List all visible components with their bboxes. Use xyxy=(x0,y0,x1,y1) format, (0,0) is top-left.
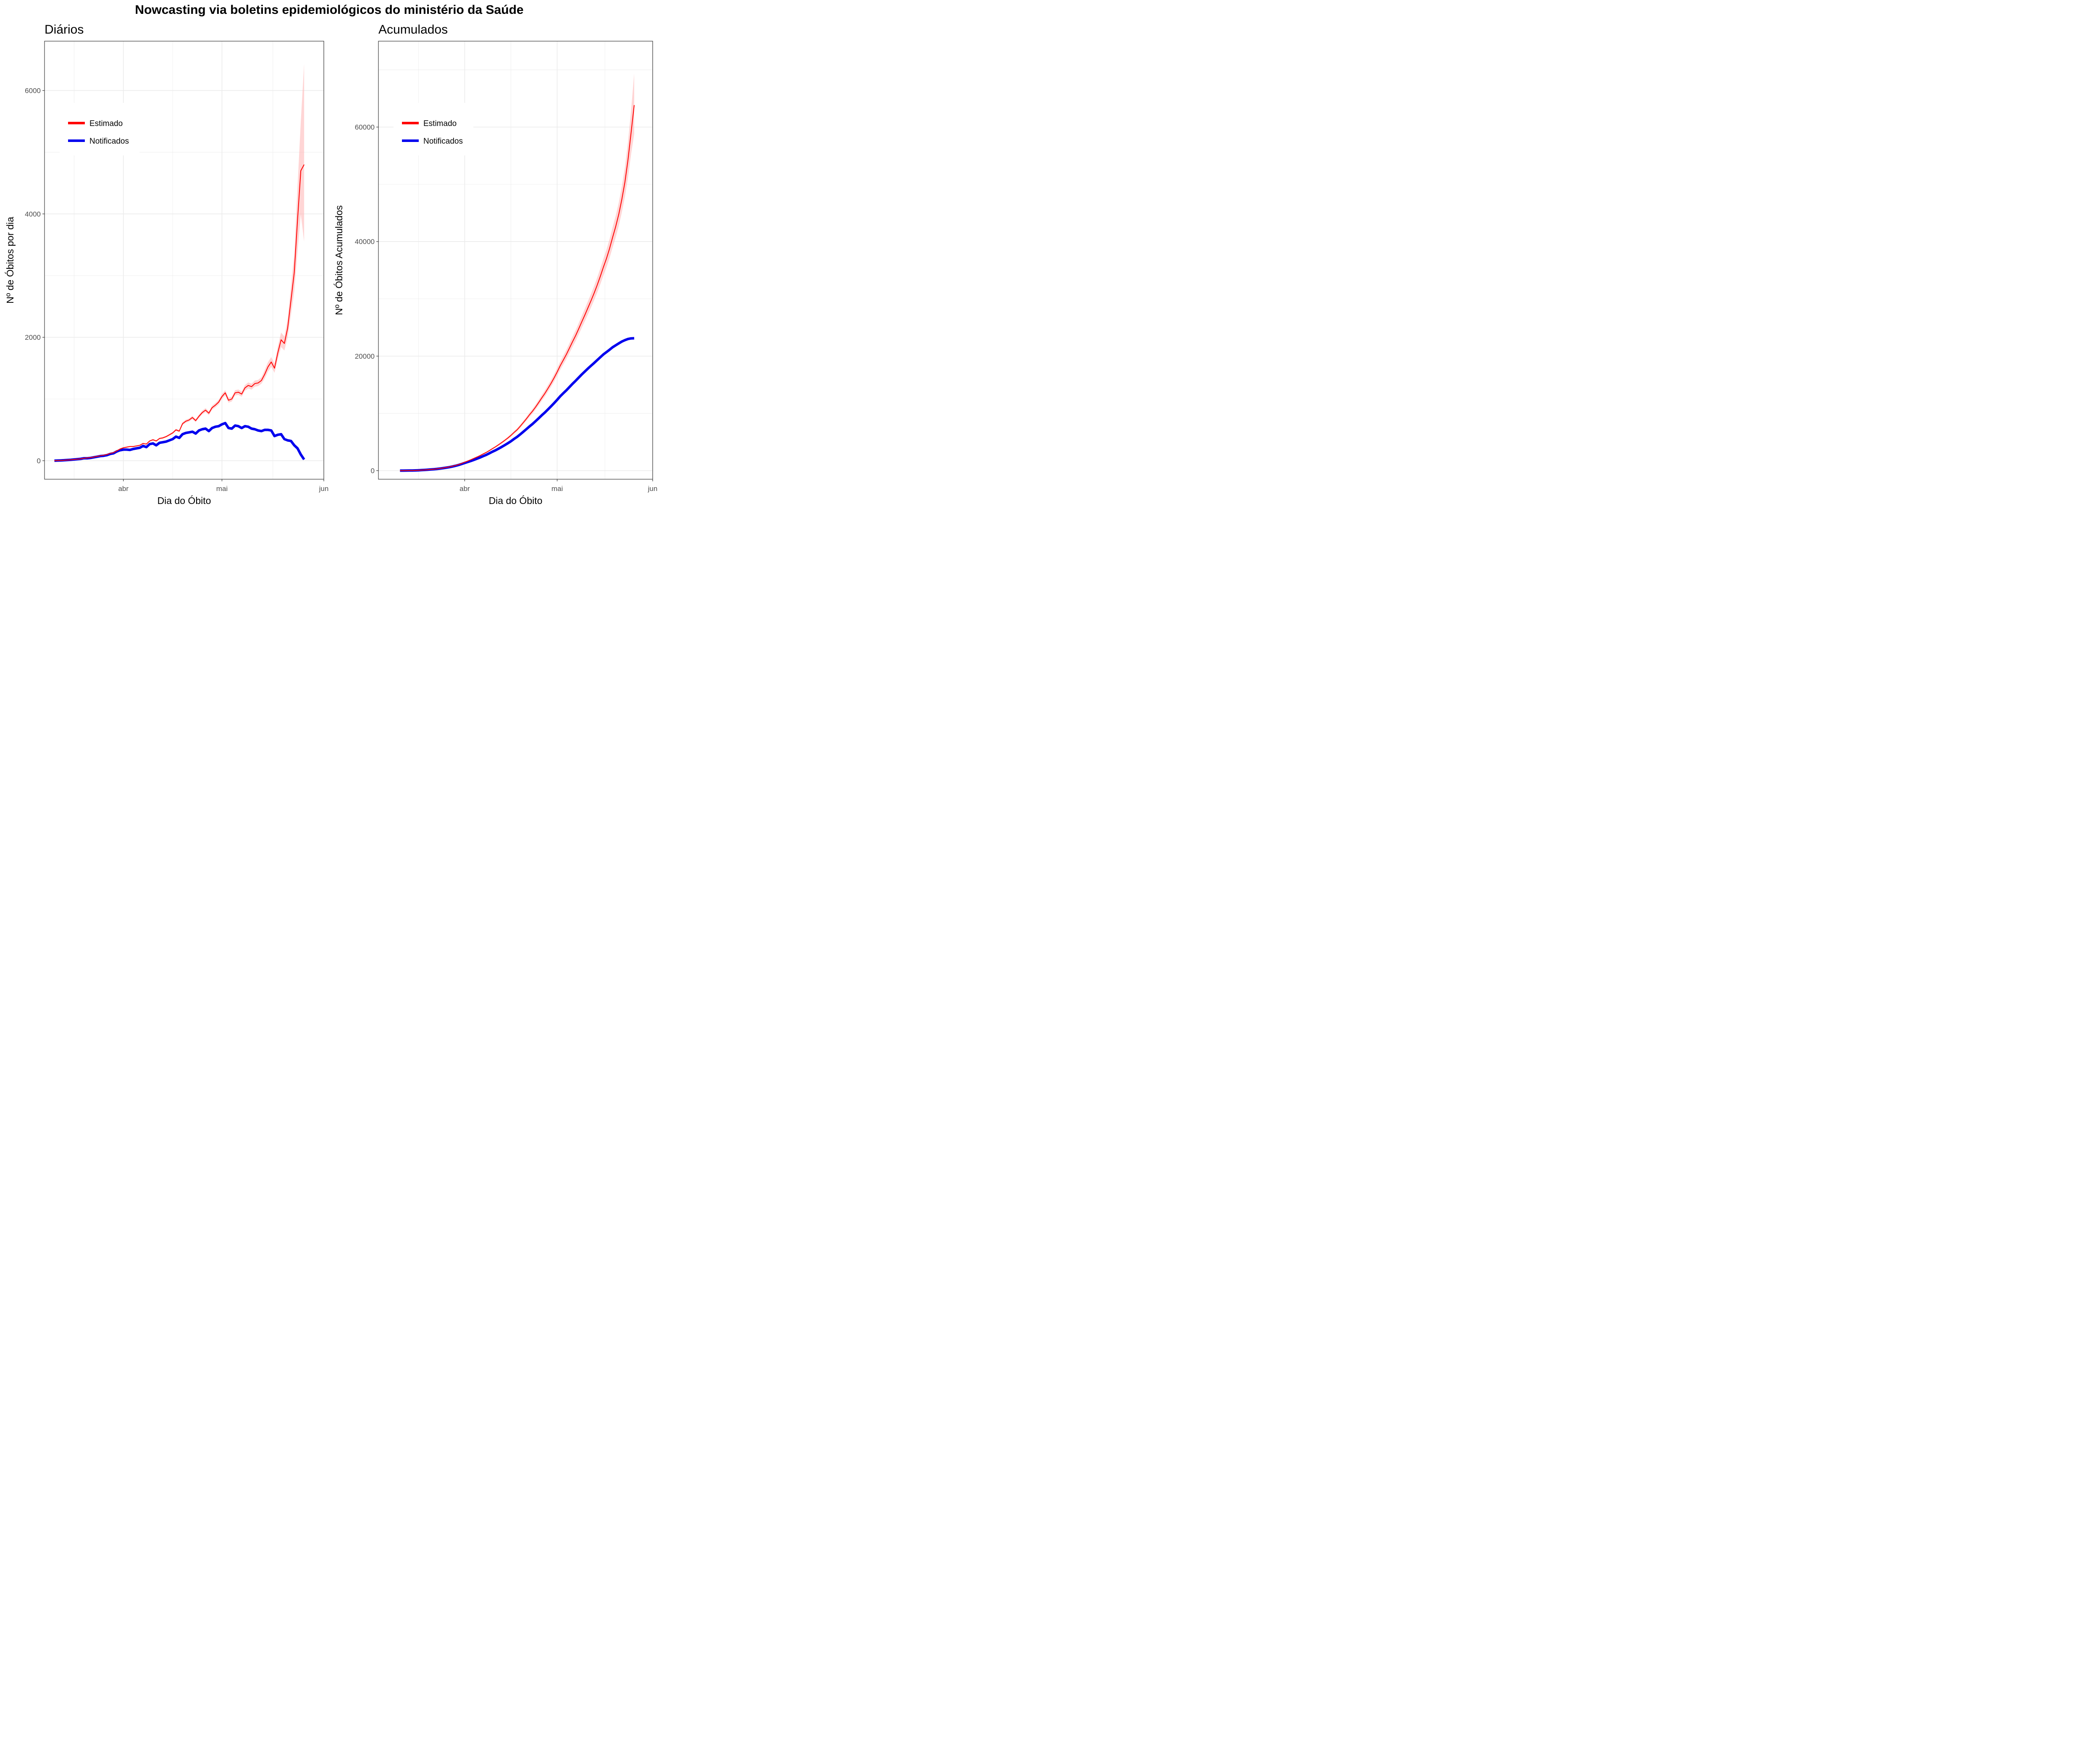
x-tick-label: mai xyxy=(216,485,228,493)
legend-box xyxy=(394,103,473,155)
panel-frame-diarios xyxy=(44,41,324,480)
y-axis-label-diarios: Nº de Óbitos por dia xyxy=(5,217,16,304)
legend-label-estimado: Estimado xyxy=(89,119,123,128)
legend-label-notificados: Notificados xyxy=(89,137,129,146)
y-tick-label: 6000 xyxy=(25,87,41,95)
y-tick-label: 0 xyxy=(37,457,41,465)
panel-frame-acumulados xyxy=(378,41,653,480)
lines-acumulados xyxy=(400,105,635,472)
y-axis-label-acumulados: Nº de Óbitos Acumulados xyxy=(333,205,344,315)
x-tick-label: mai xyxy=(551,485,563,493)
x-axis-label-diarios: Dia do Óbito xyxy=(158,495,211,506)
legend-diarios: Estimado Notificados xyxy=(60,103,139,155)
y-tick-label: 40000 xyxy=(355,238,375,246)
legend-label-estimado: Estimado xyxy=(423,119,457,128)
x-tick-label: abr xyxy=(118,485,129,493)
x-tick-label: abr xyxy=(459,485,470,493)
x-ticks-acumulados: abr mai jun xyxy=(459,479,657,493)
y-ticks-acumulados: 0 20000 40000 60000 xyxy=(355,123,378,475)
panel-diarios: Diários 0 2000 4000 6000 abr mai jun Estimado… xyxy=(5,23,328,506)
panel-title-diarios: Diários xyxy=(45,23,84,37)
x-axis-label-acumulados: Dia do Óbito xyxy=(489,495,543,506)
panel-title-acumulados: Acumulados xyxy=(378,23,448,37)
lines-diarios xyxy=(54,164,305,462)
figure-title: Nowcasting via boletins epidemiológicos … xyxy=(135,3,523,17)
series-notificados-line xyxy=(400,337,635,472)
x-ticks-diarios: abr mai jun xyxy=(118,479,328,493)
y-tick-label: 2000 xyxy=(25,333,41,341)
legend-label-notificados: Notificados xyxy=(423,137,463,146)
y-tick-label: 60000 xyxy=(355,123,375,131)
series-estimado-line xyxy=(54,164,304,461)
y-tick-label: 0 xyxy=(371,467,375,475)
y-ticks-diarios: 0 2000 4000 6000 xyxy=(25,87,45,465)
x-tick-label: jun xyxy=(319,485,329,493)
y-tick-label: 4000 xyxy=(25,210,41,218)
legend-box xyxy=(60,103,139,155)
series-notificados-line xyxy=(54,422,305,462)
figure: Nowcasting via boletins epidemiológicos … xyxy=(5,3,657,506)
series-estimado-line xyxy=(400,105,635,471)
x-tick-label: jun xyxy=(648,485,658,493)
legend-acumulados: Estimado Notificados xyxy=(394,103,473,155)
panel-acumulados: Acumulados 0 20000 40000 60000 abr mai jun Es… xyxy=(333,23,657,506)
y-tick-label: 20000 xyxy=(355,352,375,360)
